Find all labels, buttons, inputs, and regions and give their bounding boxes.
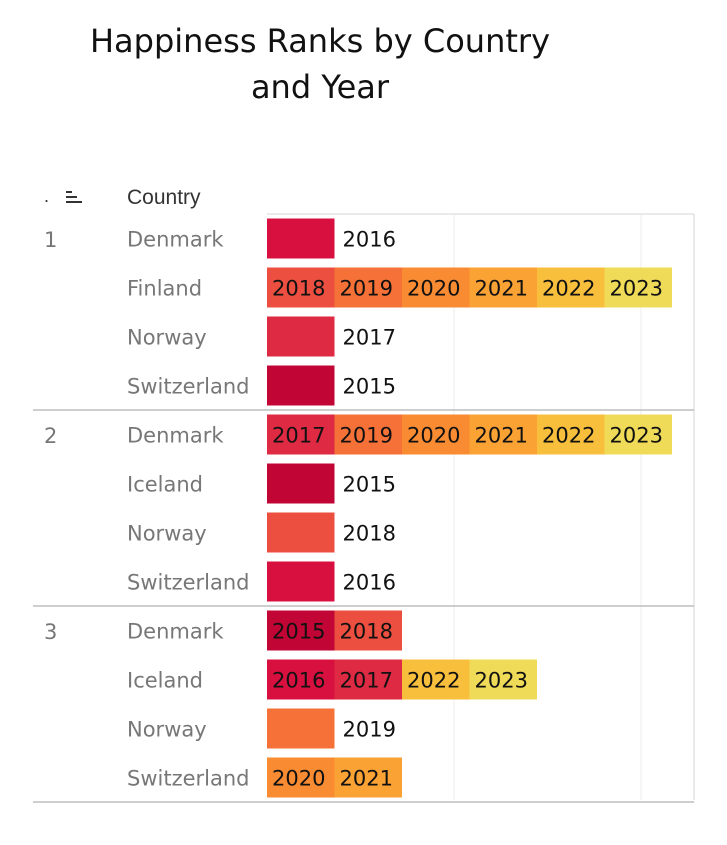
year-cell	[469, 659, 537, 700]
year-cell	[267, 610, 335, 651]
year-label: 2016	[343, 571, 396, 595]
year-cell	[402, 659, 470, 700]
country-label: Denmark	[127, 228, 224, 252]
year-cell	[537, 267, 605, 308]
year-cell	[334, 757, 402, 798]
year-cell	[334, 610, 402, 651]
year-label: 2021	[475, 277, 528, 301]
year-label: 2015	[343, 473, 396, 497]
year-label: 2019	[340, 424, 393, 448]
year-label: 2016	[343, 228, 396, 252]
year-label: 2019	[343, 718, 396, 742]
country-label: Norway	[127, 718, 207, 742]
rank-label: 1	[44, 228, 57, 252]
year-label: 2018	[340, 620, 393, 644]
sort-control[interactable]: .	[44, 186, 83, 207]
year-cell	[469, 267, 537, 308]
country-label: Norway	[127, 522, 207, 546]
country-label: Iceland	[127, 669, 203, 693]
year-label: 2018	[272, 277, 325, 301]
country-label: Switzerland	[127, 767, 250, 791]
year-cell	[267, 561, 335, 602]
year-label: 2017	[343, 326, 396, 350]
country-label: Finland	[127, 277, 202, 301]
year-cell	[267, 316, 335, 357]
country-label: Switzerland	[127, 571, 250, 595]
year-cell	[402, 414, 470, 455]
year-cell	[537, 414, 605, 455]
sort-descending-icon[interactable]	[66, 188, 83, 206]
year-label: 2022	[407, 669, 460, 693]
year-label: 2016	[272, 669, 325, 693]
year-label: 2023	[475, 669, 528, 693]
country-label: Denmark	[127, 620, 224, 644]
chart-title-line-1: Happiness Ranks by Country	[89, 22, 550, 60]
year-label: 2023	[610, 277, 663, 301]
year-cell	[267, 757, 335, 798]
year-cell	[267, 414, 335, 455]
year-cell	[267, 659, 335, 700]
year-label: 2021	[340, 767, 393, 791]
year-label: 2017	[272, 424, 325, 448]
year-cell	[267, 708, 335, 749]
rank-label: 2	[44, 424, 57, 448]
year-cell	[604, 414, 672, 455]
year-cell	[267, 463, 335, 504]
year-label: 2018	[343, 522, 396, 546]
year-cell	[267, 365, 335, 406]
year-cell	[604, 267, 672, 308]
year-label: 2020	[407, 277, 460, 301]
year-label: 2015	[272, 620, 325, 644]
year-label: 2015	[343, 375, 396, 399]
year-cell	[267, 512, 335, 553]
year-label: 2017	[340, 669, 393, 693]
year-label: 2021	[475, 424, 528, 448]
year-cell	[267, 218, 335, 259]
year-cell	[334, 659, 402, 700]
year-cell	[334, 414, 402, 455]
year-cell	[267, 267, 335, 308]
year-label: 2022	[542, 424, 595, 448]
year-cell	[334, 267, 402, 308]
year-label: 2023	[610, 424, 663, 448]
country-label: Iceland	[127, 473, 203, 497]
country-label: Switzerland	[127, 375, 250, 399]
rank-label: 3	[44, 620, 57, 644]
chart-title-line-2: and Year	[250, 68, 390, 106]
year-cell	[402, 267, 470, 308]
year-label: 2020	[407, 424, 460, 448]
rank-column-header: .	[44, 186, 52, 206]
year-label: 2019	[340, 277, 393, 301]
chart-title: Happiness Ranks by Country and Year	[0, 18, 640, 110]
year-label: 2020	[272, 767, 325, 791]
year-cell	[469, 414, 537, 455]
year-label: 2022	[542, 277, 595, 301]
country-label: Norway	[127, 326, 207, 350]
country-label: Denmark	[127, 424, 224, 448]
country-column-header: Country	[127, 186, 201, 209]
